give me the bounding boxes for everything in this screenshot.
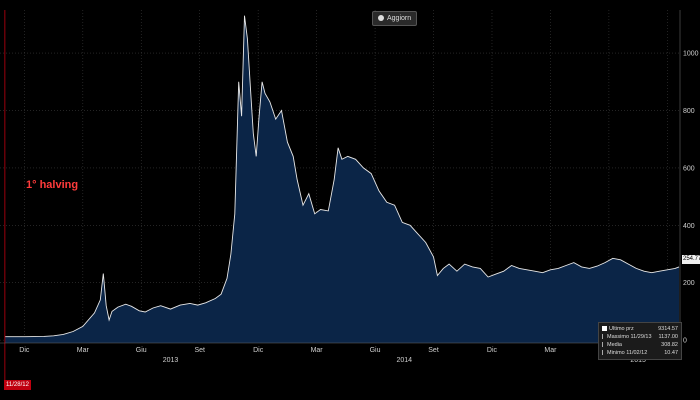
y-axis-ticks: 0 200 400 600 800 1000 [683,51,699,345]
price-line [4,15,680,338]
price-area [4,15,679,343]
y-tick-label: 200 [683,280,695,287]
y-tick-label: 600 [683,165,695,172]
x-axis-ticks: DicMarGiuSetDicMarGiuSetDicMarGiuSet [19,347,672,354]
x-tick-label: Giu [370,347,381,354]
x-tick-label: Dic [253,347,264,354]
legend-row-min: Minimo 11/02/12 10.47 [602,349,678,357]
year-labels: 2013 2014 2015 [163,357,646,364]
legend-value: 9314.57 [658,326,678,332]
legend-label: Massimo 11/29/13 [607,334,652,340]
legend-value: 308.82 [661,342,678,348]
legend-label: Media [607,342,622,348]
legend-row-mean: Media 308.82 [602,341,678,349]
year-label: 2014 [397,357,413,364]
x-tick-label: Set [428,347,439,354]
legend-value: 1137.00 [658,334,678,340]
year-label: 2015 [630,357,646,364]
year-label: 2013 [163,357,179,364]
y-tick-label: 1000 [683,51,699,58]
swatch-icon [602,326,607,331]
x-tick-label: Dic [487,347,498,354]
legend-row-last: Ultimo prz 9314.57 [602,325,678,333]
halving-date-badge: 11/28/12 [4,380,31,390]
legend-label: Minimo 11/02/12 [607,350,648,356]
legend-row-max: Massimo 11/29/13 1137.00 [602,333,678,341]
update-button[interactable]: Aggiorn [372,11,418,26]
x-tick-label: Mar [544,347,557,354]
swatch-icon [602,350,605,355]
swatch-icon [602,334,605,339]
stats-legend: Ultimo prz 9314.57 Massimo 11/29/13 1137.0… [598,322,682,360]
update-button-label: Aggiorn [387,15,412,22]
last-value-badge: 254.77 [682,255,700,264]
swatch-icon [602,342,605,347]
x-tick-label: Mar [77,347,90,354]
refresh-icon [378,15,384,21]
x-tick-label: Set [194,347,205,354]
halving-annotation: 1° halving [26,179,78,191]
y-tick-label: 800 [683,108,695,115]
legend-value: 10.47 [664,350,678,356]
legend-label: Ultimo prz [609,326,634,332]
y-tick-label: 0 [683,338,687,345]
x-tick-label: Giu [136,347,147,354]
x-tick-label: Mar [311,347,324,354]
y-tick-label: 400 [683,223,695,230]
x-tick-label: Dic [19,347,30,354]
